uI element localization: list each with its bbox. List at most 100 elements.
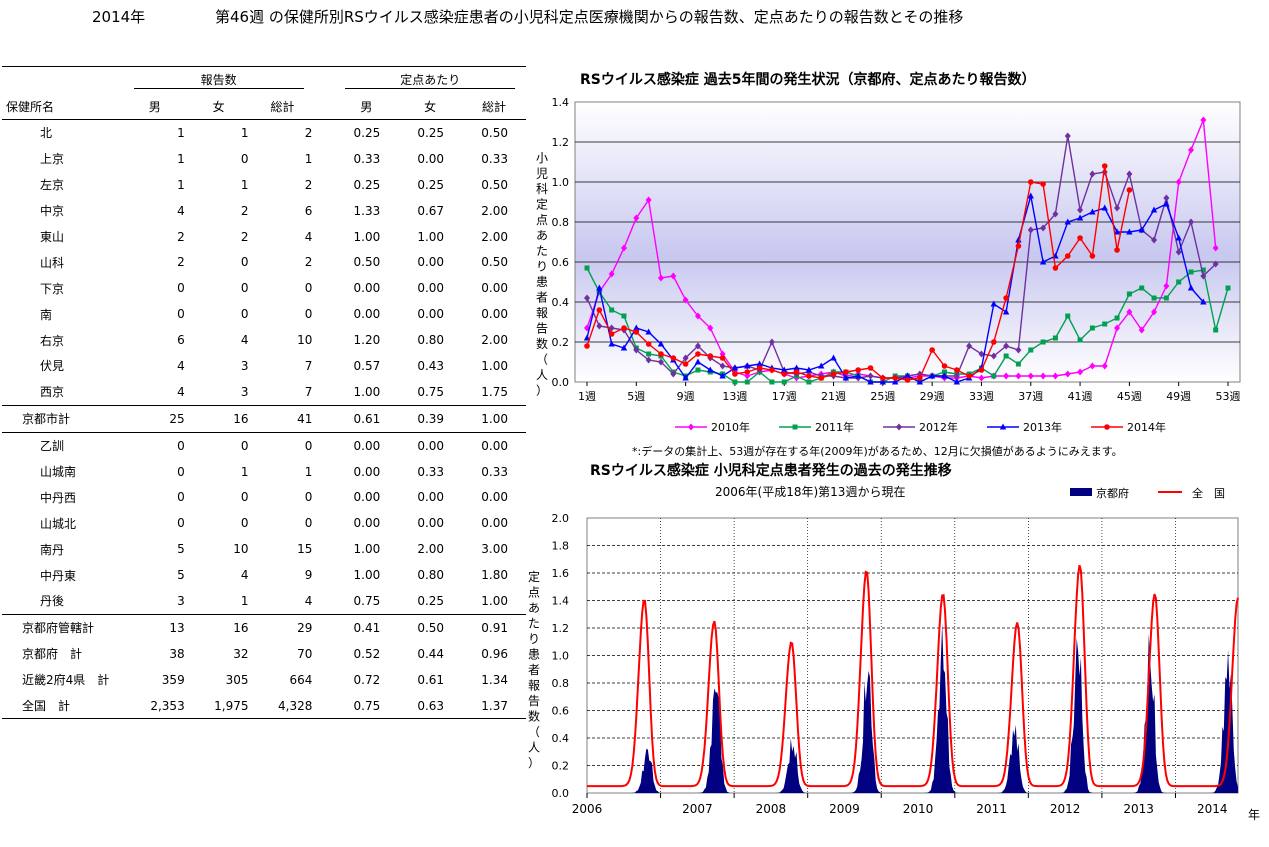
cell-value: 0.00 bbox=[353, 490, 381, 505]
chart1-point bbox=[695, 351, 701, 357]
chart1-point bbox=[1138, 226, 1145, 233]
chart1-point bbox=[941, 372, 948, 379]
chart1-point bbox=[793, 364, 800, 371]
table-row: 中丹東 5 4 9 1.00 0.80 1.80 bbox=[2, 562, 526, 588]
row-name: 全国 計 bbox=[2, 692, 123, 720]
cell-value: 0.75 bbox=[417, 384, 445, 399]
row-name: 南 bbox=[40, 307, 53, 322]
cell-value: 0.67 bbox=[417, 203, 445, 218]
chart1-point bbox=[608, 331, 615, 337]
cell-value: 4 bbox=[177, 358, 185, 373]
chart1-point bbox=[732, 371, 738, 377]
table-gap bbox=[314, 692, 335, 720]
cell-value: 0 bbox=[304, 438, 313, 453]
chart1-point bbox=[657, 358, 664, 366]
chart1-point bbox=[953, 378, 961, 385]
row-name: 左京 bbox=[40, 178, 65, 193]
table-gap bbox=[314, 641, 334, 667]
cell-value: 0.75 bbox=[353, 593, 381, 608]
chart1-point bbox=[731, 364, 739, 371]
table-row: 山城北 0 0 0 0.00 0.00 0.00 bbox=[2, 510, 526, 536]
chart1-point bbox=[670, 272, 677, 280]
table-row: 下京 0 0 0 0.00 0.00 0.00 bbox=[2, 275, 526, 301]
chart1-point bbox=[917, 375, 923, 381]
chart1-x-tick-label: 9週 bbox=[677, 390, 695, 403]
table-row: 山城南 0 1 1 0.00 0.33 0.33 bbox=[2, 459, 526, 485]
cell-value: 359 bbox=[161, 672, 185, 687]
col-header-per-female: 女 bbox=[398, 93, 463, 120]
chart1-point bbox=[892, 375, 898, 381]
chart1-point bbox=[633, 346, 640, 354]
chart1-point bbox=[1200, 116, 1207, 124]
cell-value: 3 bbox=[177, 593, 185, 608]
cell-value: 0.50 bbox=[481, 177, 508, 192]
chart1-point bbox=[1200, 298, 1207, 305]
cell-value: 0.00 bbox=[353, 307, 381, 322]
chart2-national-line bbox=[587, 564, 1239, 788]
table-gap bbox=[314, 613, 335, 641]
chart1-point bbox=[584, 265, 590, 271]
chart1-point bbox=[584, 343, 590, 349]
row-name: 右京 bbox=[40, 333, 65, 348]
chart1-x-tick-label: 53週 bbox=[1216, 390, 1241, 403]
chart1-point bbox=[880, 375, 886, 381]
chart1-point bbox=[608, 340, 615, 347]
chart1-point bbox=[1015, 243, 1022, 249]
chart1-point bbox=[1139, 285, 1145, 291]
chart1-point bbox=[768, 338, 775, 346]
cell-value: 25 bbox=[122, 404, 187, 433]
chart1-point bbox=[1002, 308, 1010, 315]
table-gap bbox=[314, 146, 334, 172]
row-name: 京都市計 bbox=[2, 404, 123, 433]
chart1-point bbox=[1114, 324, 1121, 332]
row-name: 乙訓 bbox=[40, 439, 65, 454]
row-name: 下京 bbox=[40, 281, 65, 296]
cell-value: 1.20 bbox=[353, 333, 381, 348]
chart1-point bbox=[633, 214, 640, 222]
chart1-point bbox=[1015, 346, 1022, 354]
chart1-point bbox=[583, 334, 591, 341]
cell-value: 0.50 bbox=[353, 255, 381, 270]
cell-value: 1.00 bbox=[353, 542, 381, 557]
cell-value: 41 bbox=[250, 404, 315, 433]
cell-value: 0 bbox=[177, 307, 185, 322]
cell-value: 1 bbox=[177, 125, 185, 140]
chart1-point bbox=[620, 244, 627, 252]
table-row: 中丹西 0 0 0 0.00 0.00 0.00 bbox=[2, 484, 526, 510]
cell-value: 0.00 bbox=[481, 307, 508, 322]
chart1-point bbox=[1102, 321, 1108, 327]
chart1-point bbox=[1077, 206, 1084, 214]
chart1-point bbox=[891, 378, 899, 385]
chart1-point bbox=[1015, 361, 1021, 367]
chart1-point bbox=[1175, 178, 1182, 186]
chart1-point bbox=[966, 342, 973, 350]
chart1-x-tick-label: 49週 bbox=[1166, 390, 1191, 403]
cell-value: 1.00 bbox=[353, 229, 381, 244]
chart1-point bbox=[867, 372, 874, 380]
chart1-point bbox=[928, 372, 936, 379]
chart1-point bbox=[991, 373, 997, 379]
cell-value: 1.00 bbox=[353, 384, 381, 399]
row-name: 中丹西 bbox=[40, 490, 77, 505]
chart1-point bbox=[990, 300, 997, 307]
table-row: 中京 4 2 6 1.33 0.67 2.00 bbox=[2, 198, 526, 224]
chart1-x-ticks: 1週 5週 9週 13週 17週 21週 25週 29週 33週 37週 41週 45週 49週 53週 bbox=[578, 382, 1241, 403]
chart1-point bbox=[682, 361, 689, 367]
cell-value: 1,975 bbox=[186, 692, 251, 720]
cell-value: 1 bbox=[177, 177, 185, 192]
cell-value: 0.25 bbox=[353, 177, 381, 192]
chart1-x-tick-label: 5週 bbox=[627, 390, 645, 403]
cell-value: 2,353 bbox=[122, 692, 187, 720]
chart1-point bbox=[1065, 313, 1071, 319]
chart1-point bbox=[966, 373, 972, 379]
cell-value: 2.00 bbox=[481, 333, 508, 348]
chart1-point bbox=[781, 371, 788, 377]
table-row: 上京 1 0 1 0.33 0.00 0.33 bbox=[2, 146, 526, 172]
chart2-y-tick-label: 0.6 bbox=[552, 705, 570, 718]
chart1-point bbox=[1151, 295, 1157, 301]
chart1-point bbox=[781, 366, 788, 373]
cell-value: 0.52 bbox=[353, 646, 381, 661]
cell-value: 0 bbox=[304, 281, 313, 296]
cell-value: 2.00 bbox=[481, 203, 508, 218]
cell-value: 0 bbox=[240, 438, 249, 453]
